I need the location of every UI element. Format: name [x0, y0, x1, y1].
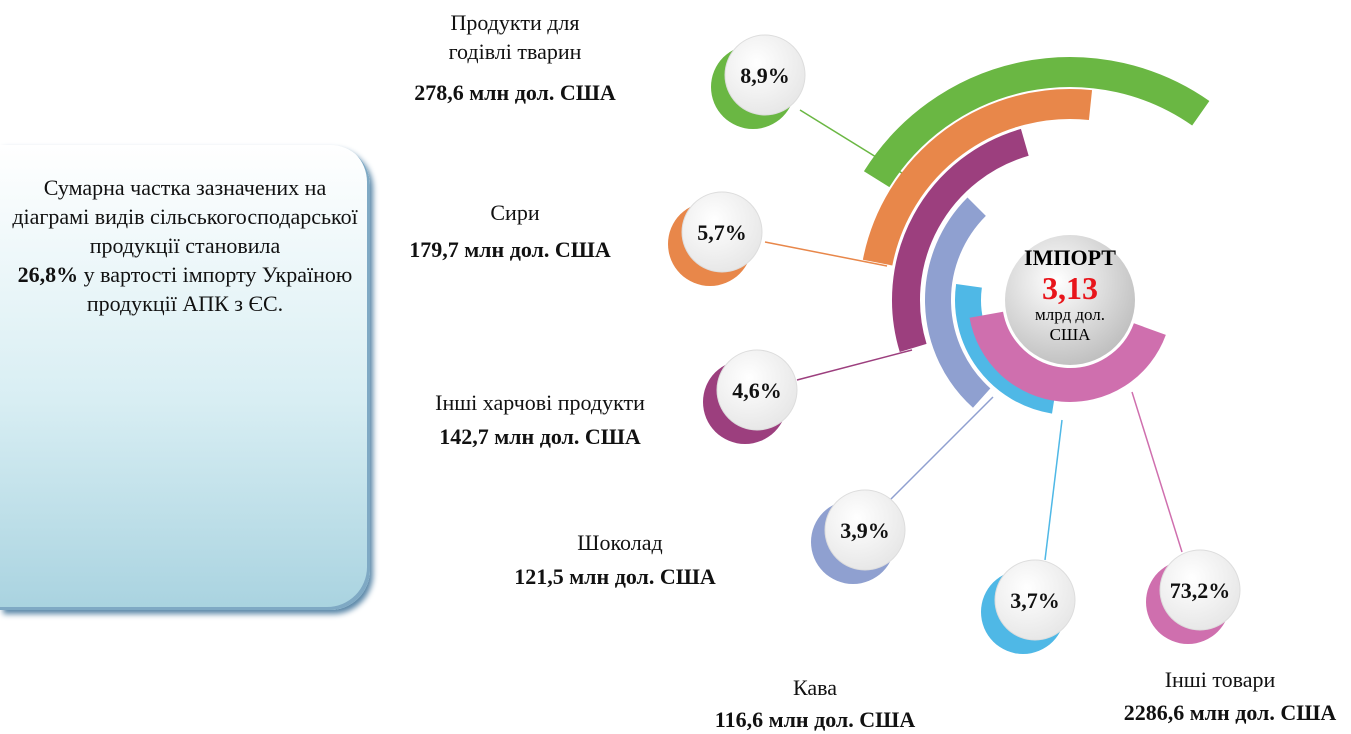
bubble-face [994, 559, 1076, 641]
value-label: 3,9% [840, 518, 890, 543]
center-unit: млрд дол. США [1034, 305, 1106, 344]
amount-label: 121,5 млн дол. США [514, 564, 716, 589]
value-label: 73,2% [1170, 578, 1231, 603]
note-text: Сумарна частка зазначених на діаграмі ви… [12, 175, 358, 258]
leader-line [1131, 391, 1183, 553]
amount-label: 179,7 млн дол. США [409, 237, 611, 262]
category-label: Шоколад [577, 530, 663, 555]
leader-line [1044, 419, 1063, 561]
leader-line [764, 241, 888, 267]
value-label: 8,9% [740, 63, 790, 88]
radial-bar [925, 197, 991, 408]
category-label: Кава [792, 675, 838, 700]
center-title: ІМПОРТ [1024, 245, 1116, 270]
bubble: 8,9% [711, 34, 806, 129]
bubble: 73,2% [1146, 549, 1241, 644]
note-highlight: 26,8% [17, 262, 79, 287]
center-total: 3,13 [1042, 270, 1098, 306]
bubble: 4,6% [703, 349, 798, 444]
bubble-face [824, 489, 906, 571]
bubble: 3,7% [981, 559, 1076, 654]
bubble: 3,9% [811, 489, 906, 584]
leader-line [889, 396, 994, 501]
category-label: Інші харчові продукти [435, 390, 645, 415]
amount-label: 278,6 млн дол. США [414, 80, 616, 105]
amount-label: 2286,6 млн дол. США [1123, 700, 1337, 725]
radial-bar [892, 128, 1029, 353]
bubble-face [724, 34, 806, 116]
value-label: 4,6% [732, 378, 782, 403]
category-label: Сири [490, 200, 540, 225]
amount-label: 142,7 млн дол. США [439, 424, 641, 449]
summary-note: Сумарна частка зазначених на діаграмі ви… [0, 145, 370, 610]
leader-line [796, 349, 913, 381]
amount-label: 116,6 млн дол. США [714, 707, 916, 732]
radial-bar [862, 89, 1093, 266]
category-label: Інші товари [1164, 667, 1276, 692]
bubble-face [1159, 549, 1241, 631]
category-label: Продукти для годівлі тварин [448, 10, 582, 64]
note-text: у вартості імпорту Україною продукції АП… [83, 262, 353, 316]
center-circle [1005, 235, 1135, 365]
radial-bar [863, 57, 1210, 188]
value-label: 5,7% [697, 220, 747, 245]
radial-bar [969, 311, 1166, 402]
bubble: 5,7% [668, 191, 763, 286]
value-label: 3,7% [1010, 588, 1060, 613]
bubble-face [681, 191, 763, 273]
center-label: ІМПОРТ 3,13 млрд дол. США [1005, 235, 1135, 365]
bubble-face [716, 349, 798, 431]
